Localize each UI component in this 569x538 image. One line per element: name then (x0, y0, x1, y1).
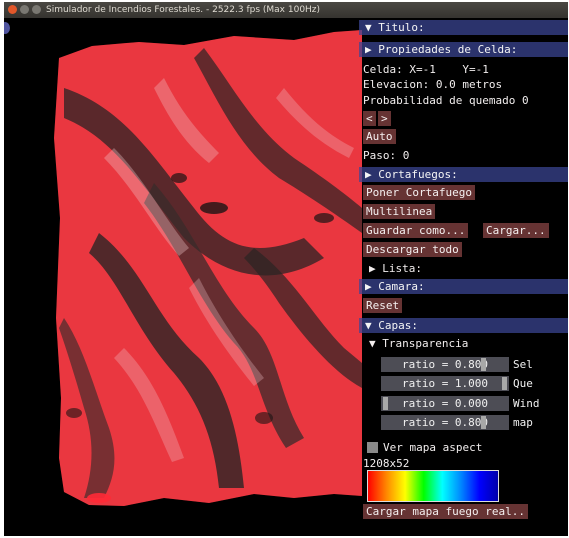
slider-sel-value: ratio = 0.800 (401, 358, 489, 371)
load-button[interactable]: Cargar... (483, 223, 549, 238)
slider-grab[interactable] (481, 358, 486, 371)
terrain-map[interactable] (4, 18, 568, 536)
title-bar: Simulador de Incendios Forestales. - 252… (4, 2, 568, 18)
cell-coordinates: Celda: X=-1 Y=-1 (363, 63, 489, 76)
burn-probability: Probabilidad de quemado 0 (363, 94, 529, 107)
firebreak-list-toggle[interactable]: ▶ Lista: (369, 262, 422, 275)
slider-grab[interactable] (481, 416, 486, 429)
slider-grab[interactable] (383, 397, 388, 410)
slider-wind-value: ratio = 0.000 (401, 397, 489, 410)
app-window: Simulador de Incendios Forestales. - 252… (4, 2, 568, 536)
layers-header[interactable]: ▼ Capas: (359, 318, 568, 333)
cell-properties-header[interactable]: ▶ Propiedades de Celda: (359, 42, 568, 57)
reset-camera-button[interactable]: Reset (363, 298, 403, 313)
map-size-label: 1208x52 (363, 457, 410, 470)
firebreaks-header[interactable]: ▶ Cortafuegos: (359, 167, 568, 182)
terrain-surface (54, 30, 362, 506)
auto-button[interactable]: Auto (363, 129, 396, 144)
slider-sel-label: Sel (513, 358, 533, 371)
put-firebreak-button[interactable]: Poner Cortafuego (363, 185, 475, 200)
slider-que[interactable]: ratio = 1.000 (381, 376, 509, 391)
transparency-toggle[interactable]: ▼ Transparencia (369, 337, 469, 350)
slider-map[interactable]: ratio = 0.800 (381, 415, 509, 430)
collapse-handle-icon[interactable] (4, 22, 10, 34)
save-as-button[interactable]: Guardar como... (363, 223, 469, 238)
panel-title-header[interactable]: ▼ Titulo: (359, 20, 568, 35)
load-fire-map-button[interactable]: Cargar mapa fuego real.. (363, 504, 528, 519)
window-title: Simulador de Incendios Forestales. - 252… (46, 5, 321, 15)
slider-wind[interactable]: ratio = 0.000 (381, 396, 509, 411)
cell-elevation: Elevacion: 0.0 metros (363, 78, 503, 91)
maximize-icon[interactable] (32, 5, 41, 14)
download-all-button[interactable]: Descargar todo (363, 242, 462, 257)
aspect-map-checkbox[interactable] (367, 442, 378, 453)
slider-grab[interactable] (502, 377, 507, 390)
terrain-viewport[interactable]: ▼ Titulo: ▶ Propiedades de Celda: Celda:… (4, 18, 568, 536)
control-panel: ▼ Titulo: ▶ Propiedades de Celda: Celda:… (359, 18, 568, 536)
step-counter: Paso: 0 (363, 149, 410, 162)
close-icon[interactable] (8, 5, 17, 14)
slider-map-label: map (513, 416, 533, 429)
minimize-icon[interactable] (20, 5, 29, 14)
aspect-map-label: Ver mapa aspect (383, 441, 483, 454)
prev-button[interactable]: < (363, 111, 376, 126)
multiline-button[interactable]: Multilinea (363, 204, 436, 219)
slider-wind-label: Wind (513, 397, 540, 410)
camera-header[interactable]: ▶ Camara: (359, 279, 568, 294)
slider-map-value: ratio = 0.800 (401, 416, 489, 429)
slider-que-label: Que (513, 377, 533, 390)
slider-sel[interactable]: ratio = 0.800 (381, 357, 509, 372)
next-button[interactable]: > (378, 111, 391, 126)
color-gradient-legend (367, 470, 499, 502)
slider-que-value: ratio = 1.000 (401, 377, 489, 390)
